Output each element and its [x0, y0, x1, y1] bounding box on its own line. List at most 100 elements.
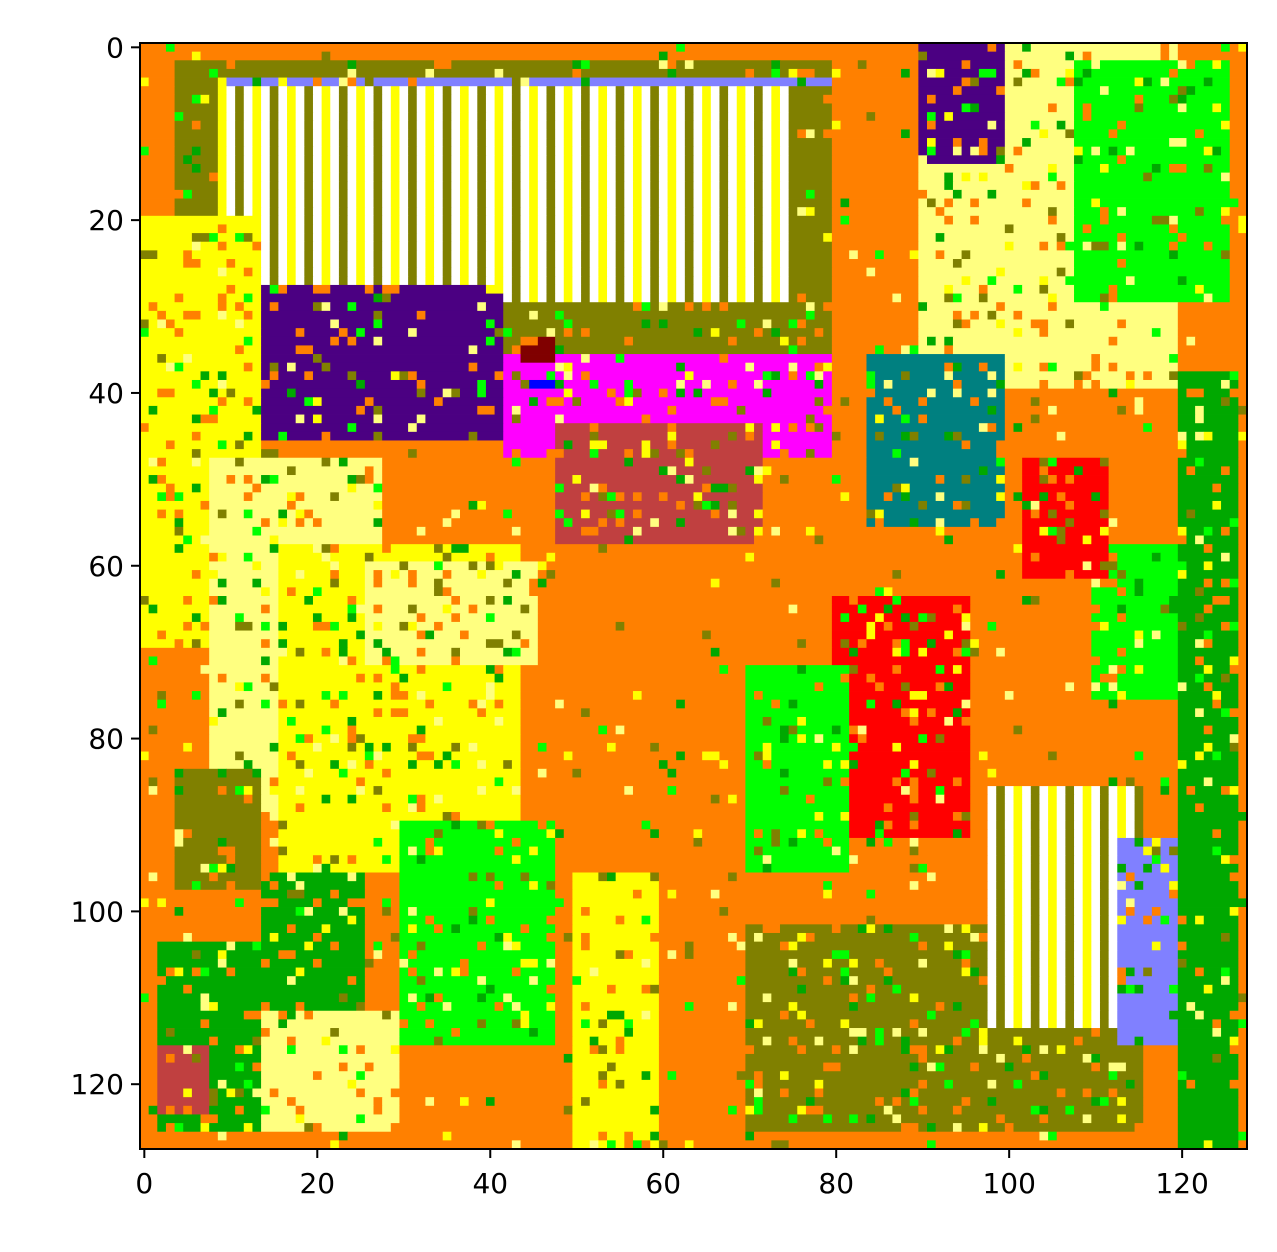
heatmap-cell [330, 163, 340, 174]
heatmap-cell [1151, 163, 1161, 174]
heatmap-cell [1030, 837, 1040, 847]
heatmap-cell [252, 155, 262, 165]
heatmap-cell [961, 60, 971, 70]
heatmap-cell [728, 215, 738, 225]
heatmap-cell [676, 68, 746, 78]
heatmap-cell [295, 233, 305, 243]
heatmap-cell [537, 259, 547, 269]
heatmap-cell [1221, 500, 1239, 510]
heatmap-cell [970, 172, 980, 182]
heatmap-cell [918, 310, 954, 320]
heatmap-cell [140, 604, 150, 614]
heatmap-cell [364, 103, 374, 113]
heatmap-cell [779, 526, 807, 536]
heatmap-cell [1091, 898, 1101, 908]
heatmap-cell [1022, 889, 1032, 899]
heatmap-cell [1099, 302, 1110, 312]
heatmap-cell [485, 596, 495, 606]
heatmap-cell [840, 397, 850, 407]
heatmap-cell [399, 112, 409, 122]
heatmap-cell [312, 742, 323, 752]
heatmap-cell [140, 414, 193, 424]
heatmap-cell [918, 500, 928, 510]
heatmap-cell [209, 544, 271, 554]
heatmap-cell [866, 734, 919, 744]
heatmap-cell [252, 163, 262, 174]
heatmap-cell [952, 500, 962, 510]
heatmap-cell [875, 621, 885, 631]
heatmap-cell [494, 820, 539, 830]
heatmap-cell [191, 829, 262, 839]
heatmap-cell [1160, 51, 1170, 61]
heatmap-cell [529, 94, 539, 104]
heatmap-cell [1229, 578, 1239, 588]
heatmap-cell [503, 233, 513, 243]
heatmap-cell [451, 146, 461, 156]
heatmap-cell [1125, 233, 1179, 243]
heatmap-cell [226, 241, 253, 251]
heatmap-cell [658, 898, 988, 908]
heatmap-cell [1056, 405, 1118, 415]
heatmap-cell [140, 423, 150, 433]
heatmap-cell [174, 812, 262, 822]
heatmap-cell [261, 423, 348, 433]
heatmap-cell [416, 77, 513, 87]
heatmap-cell [702, 129, 712, 139]
heatmap-cell [503, 129, 513, 139]
heatmap-cell [944, 475, 962, 485]
heatmap-cell [1108, 302, 1179, 312]
heatmap-cell [511, 233, 521, 243]
heatmap-cell [261, 786, 271, 796]
heatmap-cell [996, 820, 1006, 830]
heatmap-cell [927, 198, 937, 208]
heatmap-cell [312, 207, 323, 217]
heatmap-cell [927, 639, 937, 649]
heatmap-cell [693, 207, 703, 217]
heatmap-cell [209, 725, 279, 735]
heatmap-cell [676, 284, 686, 294]
heatmap-cell [434, 250, 444, 260]
heatmap-cell [762, 112, 772, 122]
heatmap-cell [927, 414, 1006, 424]
heatmap-cell [1238, 535, 1248, 545]
heatmap-cell [1039, 362, 1049, 372]
heatmap-cell [684, 362, 746, 372]
heatmap-cell [511, 189, 521, 199]
heatmap-cell [217, 379, 227, 390]
heatmap-cell [996, 423, 1006, 433]
heatmap-cell [1048, 889, 1058, 899]
heatmap-cell [1195, 535, 1205, 545]
heatmap-cell [140, 846, 175, 856]
heatmap-cell [157, 310, 167, 320]
heatmap-cell [1108, 492, 1179, 502]
heatmap-cell [416, 310, 426, 320]
heatmap-cell [1082, 103, 1092, 113]
heatmap-cell [676, 198, 686, 208]
heatmap-cell [278, 639, 288, 649]
heatmap-cell [1177, 777, 1205, 787]
heatmap-cell [831, 449, 867, 459]
heatmap-cell [261, 189, 271, 199]
heatmap-cell [390, 691, 409, 701]
heatmap-cell [831, 388, 876, 398]
heatmap-cell [200, 379, 219, 390]
heatmap-cell [356, 129, 366, 139]
heatmap-cell [209, 457, 236, 467]
heatmap-cell [390, 570, 400, 580]
heatmap-cell [330, 362, 470, 372]
heatmap-cell [754, 362, 790, 372]
heatmap-cell [148, 77, 175, 87]
heatmap-cell [546, 397, 565, 407]
heatmap-cell [632, 138, 643, 148]
heatmap-cell [849, 198, 919, 208]
heatmap-cell [1229, 397, 1239, 407]
heatmap-cell [607, 250, 617, 260]
heatmap-cell [399, 241, 409, 251]
heatmap-cell [140, 60, 175, 70]
heatmap-cell [261, 414, 297, 424]
heatmap-cell [1108, 846, 1118, 856]
heatmap-cell [174, 907, 184, 917]
heatmap-cell [788, 163, 833, 174]
heatmap-cell [1022, 863, 1032, 873]
heatmap-cell [1074, 215, 1101, 225]
